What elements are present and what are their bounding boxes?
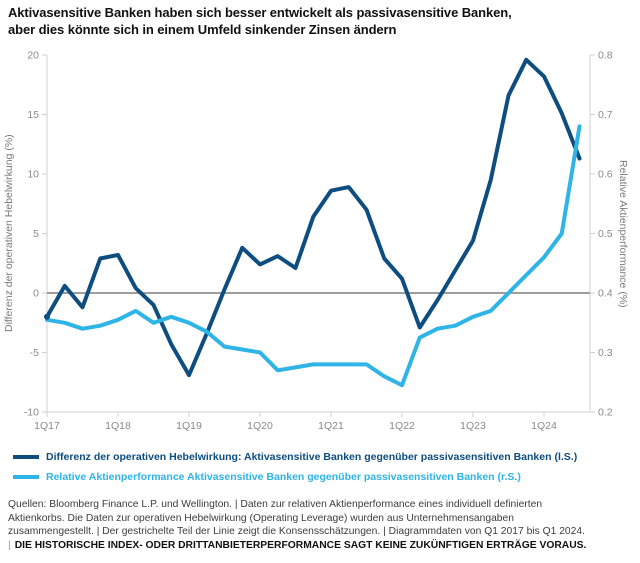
footnote-line: Aktienkorbs. Die Daten zur operativen He… — [8, 512, 514, 524]
svg-text:1Q22: 1Q22 — [389, 420, 415, 432]
svg-text:-10: -10 — [24, 407, 39, 419]
svg-text:20: 20 — [27, 50, 39, 62]
svg-text:1Q20: 1Q20 — [247, 420, 273, 432]
footnote-line: Quellen: Bloomberg Finance L.P. und Well… — [8, 499, 543, 510]
svg-text:5: 5 — [33, 228, 39, 240]
legend-label-relative-performance: Relative Aktienperformance Aktivasensiti… — [46, 471, 521, 483]
svg-text:-5: -5 — [30, 347, 39, 359]
legend-row: Differenz der operativen Hebelwirkung: A… — [13, 451, 637, 463]
svg-text:0.7: 0.7 — [598, 109, 613, 121]
separator-bar: | — [8, 540, 11, 552]
source-footnote: Quellen: Bloomberg Finance L.P. und Well… — [8, 498, 638, 553]
svg-text:0.3: 0.3 — [598, 347, 613, 359]
svg-text:0.2: 0.2 — [598, 407, 613, 419]
right-axis-title: Relative Aktienperformance (%) — [617, 159, 629, 308]
legend-label-operating-leverage: Differenz der operativen Hebelwirkung: A… — [46, 451, 578, 463]
chart-svg: 20 15 10 5 0 -5 -10 0.8 0.7 0.6 0.5 0.4 0.3 0.2 1Q17 1Q… — [24, 50, 613, 433]
svg-text:1Q18: 1Q18 — [105, 420, 131, 432]
svg-text:1Q24: 1Q24 — [531, 420, 557, 432]
footnote-line: zusammengestellt. | Der gestrichelte Tei… — [8, 526, 585, 538]
svg-text:1Q19: 1Q19 — [176, 420, 202, 432]
svg-text:1Q21: 1Q21 — [318, 420, 344, 432]
svg-text:1Q17: 1Q17 — [34, 420, 60, 432]
chart-title: Aktivasensitive Banken haben sich besser… — [8, 5, 636, 39]
svg-text:0.5: 0.5 — [598, 228, 613, 240]
performance-disclaimer: | DIE HISTORISCHE INDEX- ODER DRITTANBIET… — [8, 539, 638, 553]
legend-line-swatch-dark — [13, 455, 39, 459]
legend: Differenz der operativen Hebelwirkung: A… — [13, 451, 637, 491]
chart-title-line1: Aktivasensitive Banken haben sich besser… — [8, 5, 512, 20]
performance-disclaimer-text: DIE HISTORISCHE INDEX- ODER DRITTANBIETE… — [14, 540, 587, 552]
svg-text:10: 10 — [27, 169, 39, 181]
svg-text:0: 0 — [33, 288, 39, 300]
legend-line-swatch-light — [13, 475, 39, 479]
svg-text:15: 15 — [27, 109, 39, 121]
svg-text:1Q23: 1Q23 — [460, 420, 486, 432]
left-axis-title: Differenz der operativen Hebelwirkung (%… — [3, 134, 15, 333]
chart-title-line2: aber dies könnte sich in einem Umfeld si… — [8, 21, 397, 37]
svg-text:0.6: 0.6 — [598, 169, 613, 181]
svg-text:0.4: 0.4 — [598, 288, 613, 300]
svg-text:0.8: 0.8 — [598, 50, 613, 62]
legend-row: Relative Aktienperformance Aktivasensiti… — [13, 471, 637, 483]
